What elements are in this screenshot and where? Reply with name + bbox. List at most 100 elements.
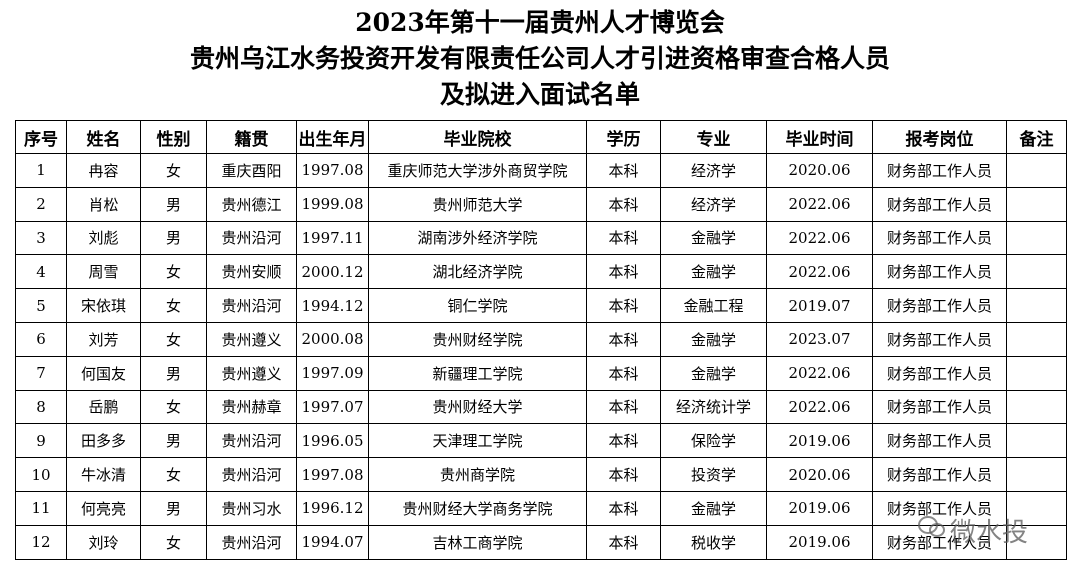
title-line: 贵州乌江水务投资开发有限责任公司人才引进资格审查合格人员 <box>189 44 890 73</box>
table-cell: 贵州沿河 <box>206 524 297 560</box>
table-cell: 2 <box>15 186 67 222</box>
table-cell: 男 <box>140 355 207 391</box>
table-cell: 本科 <box>586 524 661 560</box>
table-cell: 何国友 <box>66 355 141 391</box>
table-cell: 女 <box>140 321 207 357</box>
table-cell: 本科 <box>586 423 661 459</box>
table-cell: 贵州德江 <box>206 186 297 222</box>
table-cell: 11 <box>15 490 67 526</box>
table-cell: 女 <box>140 457 207 492</box>
table-cell: 贵州师范大学 <box>368 186 587 222</box>
table-cell: 2022.06 <box>766 220 873 256</box>
table-cell: 12 <box>15 524 67 560</box>
table-cell: 5 <box>15 288 67 323</box>
table-row: 7 何国友男贵州遵义 1997.09 新疆理工学院 本科 金融学 2022.06 财务部工作人… <box>15 355 1067 391</box>
table-cell: 刘彪 <box>66 220 141 256</box>
table-cell: 2020.06 <box>766 153 873 188</box>
table-cell: 1 <box>15 153 67 188</box>
table-row: 9 田多多男贵州沿河 1996.05 天津理工学院 本科 保险学 2019.06 财务部工作人… <box>15 423 1067 459</box>
table-cell: 刘芳 <box>66 321 141 357</box>
table-cell: 本科 <box>586 254 661 290</box>
table-cell: 贵州赫章 <box>206 389 297 425</box>
table-cell: 重庆酉阳 <box>206 153 297 188</box>
table-cell: 贵州财经学院 <box>368 321 587 357</box>
table-cell: 贵州财经大学商务学院 <box>368 490 587 526</box>
table-cell: 贵州财经大学 <box>368 389 587 425</box>
table-cell: 金融工程 <box>660 288 767 323</box>
table-cell: 金融学 <box>660 321 767 357</box>
table-cell: 1997.11 <box>296 220 369 256</box>
table-cell: 肖松 <box>66 186 141 222</box>
table-cell: 2019.07 <box>766 288 873 323</box>
table-cell: 2019.06 <box>766 524 873 560</box>
table-cell: 2023.07 <box>766 321 873 357</box>
table-cell: 2000.12 <box>296 254 369 290</box>
table-cell: 1999.08 <box>296 186 369 222</box>
column-header: 专业 <box>660 120 767 154</box>
table-cell: 贵州习水 <box>206 490 297 526</box>
table-cell: 牛冰清 <box>66 457 141 492</box>
roster-table: 序号 姓名 性别 籍贯 出生年月 毕业院校 学历 专业 毕业时间 报考岗位 备注 1 冉容女重庆酉阳 1… <box>15 120 1067 560</box>
table-cell: 经济学 <box>660 153 767 188</box>
table-row: 5 宋依琪女贵州沿河 1994.12 铜仁学院 本科 金融工程 2019.07 财务部工作人员 <box>15 288 1067 323</box>
table-cell: 金融学 <box>660 220 767 256</box>
table-cell: 2022.06 <box>766 186 873 222</box>
table-cell: 女 <box>140 153 207 188</box>
table-cell: 铜仁学院 <box>368 288 587 323</box>
table-row: 2 肖松男贵州德江 1999.08 贵州师范大学 本科 经济学 2022.06 财务部工作人员 <box>15 186 1067 222</box>
table-cell: 保险学 <box>660 423 767 459</box>
table-cell: 金融学 <box>660 355 767 391</box>
table-cell <box>1006 321 1067 357</box>
table-cell: 金融学 <box>660 490 767 526</box>
table-cell: 财务部工作人员 <box>872 186 1007 222</box>
table-cell: 财务部工作人员 <box>872 220 1007 256</box>
table-cell: 财务部工作人员 <box>872 423 1007 459</box>
title-line: 及拟进入面试名单 <box>439 80 640 109</box>
table-cell: 1997.07 <box>296 389 369 425</box>
table-cell: 吉林工商学院 <box>368 524 587 560</box>
table-cell: 9 <box>15 423 67 459</box>
table-cell: 贵州沿河 <box>206 457 297 492</box>
table-cell: 2022.06 <box>766 254 873 290</box>
table-cell: 4 <box>15 254 67 290</box>
table-cell: 1996.12 <box>296 490 369 526</box>
table-cell: 男 <box>140 186 207 222</box>
table-cell: 1994.12 <box>296 288 369 323</box>
table-cell <box>1006 423 1067 459</box>
table-row: 10 牛冰清女贵州沿河 1997.08 贵州商学院 本科 投资学 2020.06 财务部工作人… <box>15 457 1067 492</box>
table-cell: 财务部工作人员 <box>872 254 1007 290</box>
table-cell: 6 <box>15 321 67 357</box>
table-cell: 1997.08 <box>296 153 369 188</box>
table-cell: 田多多 <box>66 423 141 459</box>
table-cell: 财务部工作人员 <box>872 355 1007 391</box>
table-cell: 10 <box>15 457 67 492</box>
table-cell: 2022.06 <box>766 389 873 425</box>
table-cell: 1997.08 <box>296 457 369 492</box>
table-cell <box>1006 524 1067 560</box>
column-header: 备注 <box>1006 120 1067 154</box>
table-cell: 2019.06 <box>766 490 873 526</box>
table-cell: 经济学 <box>660 186 767 222</box>
table-cell: 财务部工作人员 <box>872 457 1007 492</box>
column-header: 姓名 <box>66 120 141 154</box>
table-cell: 女 <box>140 389 207 425</box>
table-cell: 本科 <box>586 457 661 492</box>
table-cell: 女 <box>140 524 207 560</box>
table-cell: 本科 <box>586 389 661 425</box>
table-cell: 1997.09 <box>296 355 369 391</box>
table-cell: 8 <box>15 389 67 425</box>
column-header: 报考岗位 <box>872 120 1007 154</box>
table-cell: 2020.06 <box>766 457 873 492</box>
watermark: 微水投 <box>950 518 1029 548</box>
table-cell <box>1006 457 1067 492</box>
table-row: 1 冉容女重庆酉阳 1997.08 重庆师范大学涉外商贸学院 本科 经济学 2020.06 财… <box>15 153 1067 188</box>
table-cell <box>1006 220 1067 256</box>
table-cell: 投资学 <box>660 457 767 492</box>
table-cell <box>1006 254 1067 290</box>
table-cell: 财务部工作人员 <box>872 389 1007 425</box>
table-cell: 本科 <box>586 220 661 256</box>
table-cell: 贵州遵义 <box>206 321 297 357</box>
table-cell: 刘玲 <box>66 524 141 560</box>
table-cell: 女 <box>140 254 207 290</box>
column-header: 性别 <box>140 120 207 154</box>
